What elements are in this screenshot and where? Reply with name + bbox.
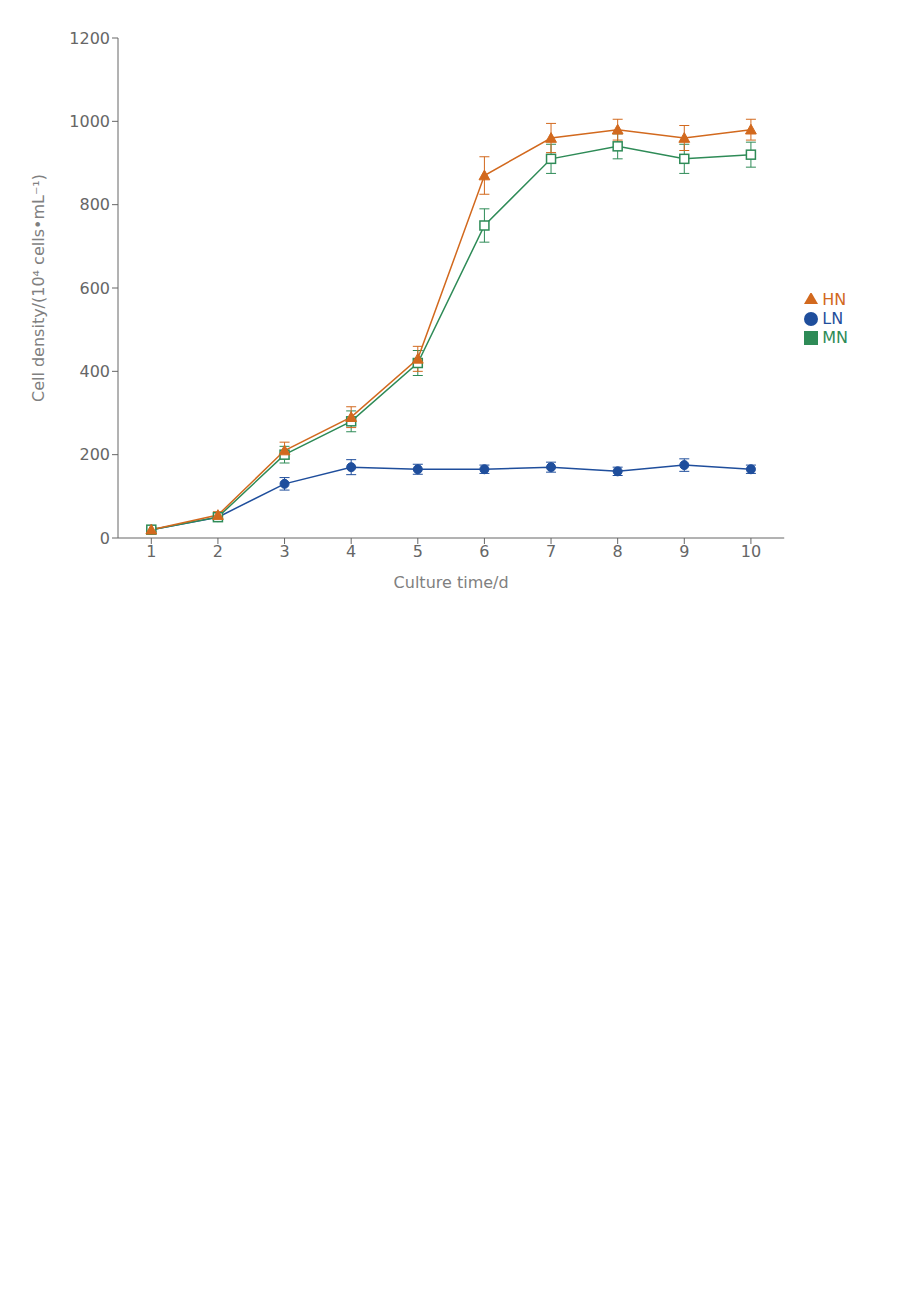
svg-text:600: 600 [79,279,110,298]
svg-text:9: 9 [679,542,689,561]
html-text:LN: LN [822,308,844,328]
svg-text:400: 400 [79,362,110,381]
svg-text:6: 6 [479,542,489,561]
svg-text:8: 8 [613,542,623,561]
svg-text:2: 2 [213,542,223,561]
svg-text:1000: 1000 [69,112,110,131]
svg-text:800: 800 [79,195,110,214]
html-text:MN: MN [822,327,848,347]
svg-text:3: 3 [279,542,289,561]
svg-text:200: 200 [79,445,110,464]
svg-text:Culture time/d: Culture time/d [394,573,509,592]
svg-text:0: 0 [100,529,110,548]
svg-text:10: 10 [741,542,761,561]
svg-text:7: 7 [546,542,556,561]
html-text:HN: HN [822,289,847,309]
svg-text:1: 1 [146,542,156,561]
svg-text:5: 5 [413,542,423,561]
svg-text:1200: 1200 [69,29,110,48]
svg-text:4: 4 [346,542,356,561]
svg-text:Cell density/(10⁴ cells•mL⁻¹): Cell density/(10⁴ cells•mL⁻¹) [29,174,48,402]
